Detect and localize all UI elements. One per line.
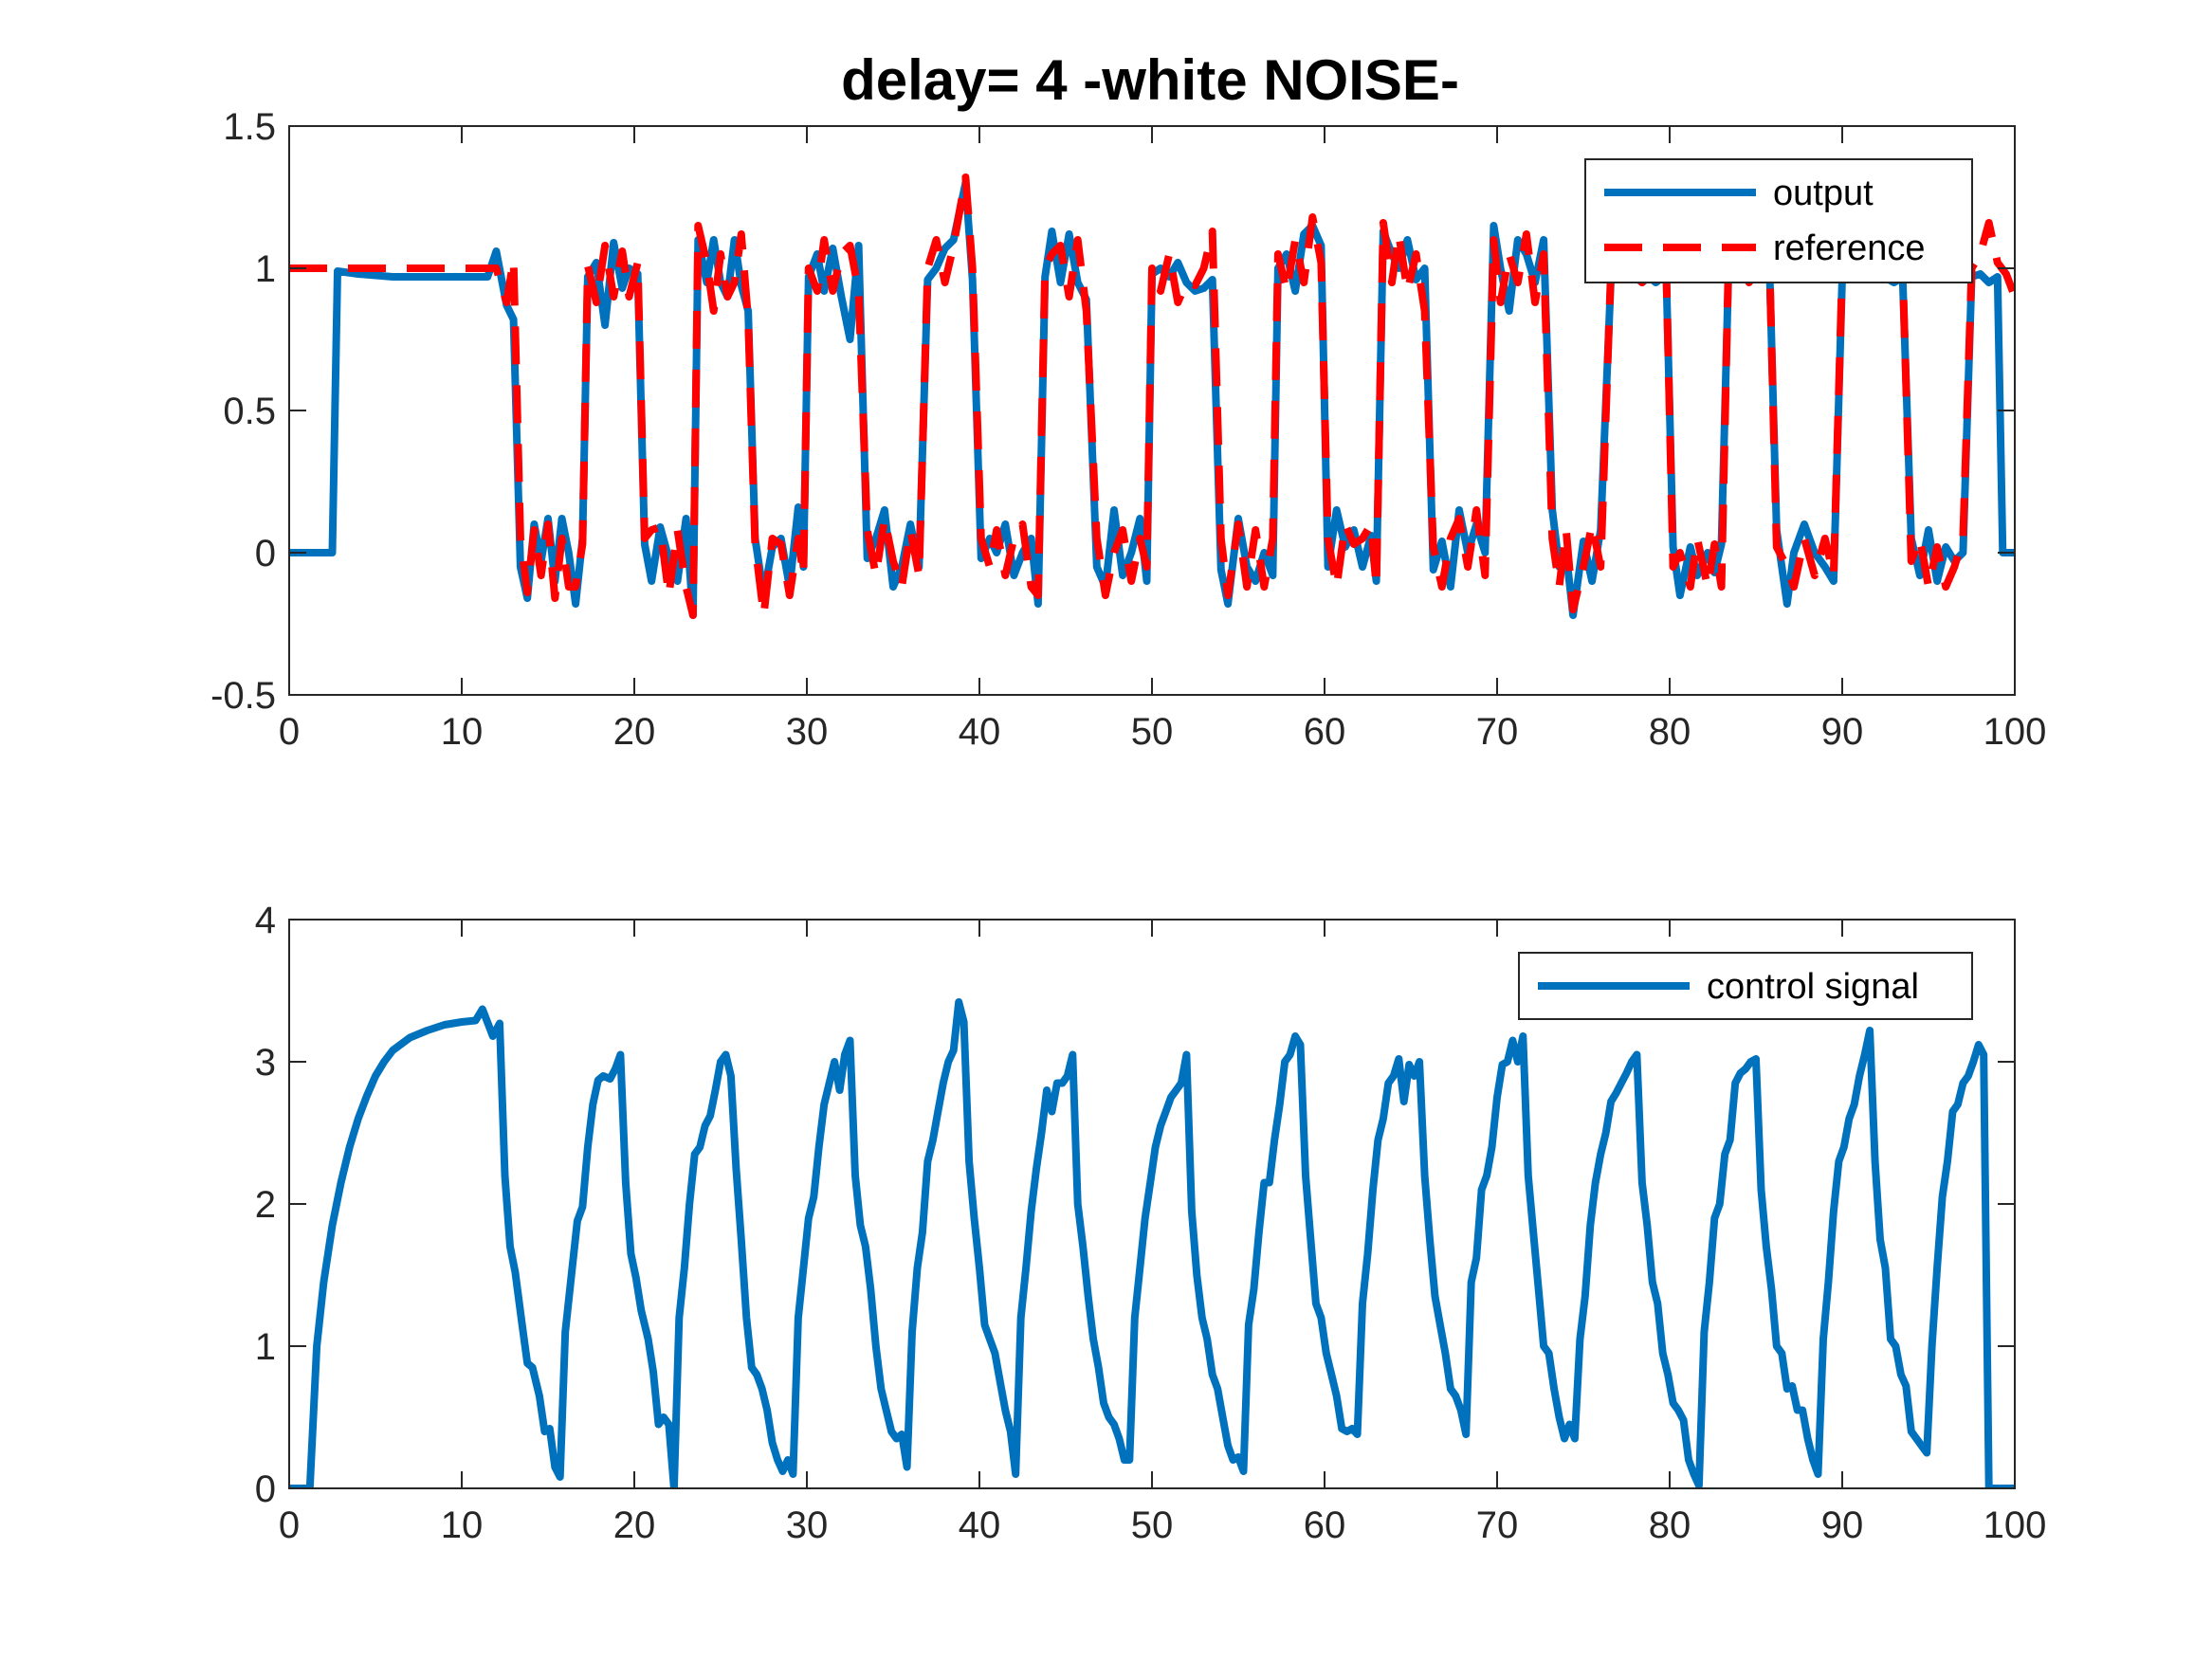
top-xtick-label: 70 — [1476, 711, 1519, 753]
top-series-output-line — [289, 179, 2015, 619]
top-xtick-label: 80 — [1649, 711, 1691, 753]
top-ytick-label: 0.5 — [223, 391, 276, 432]
bottom-legend: control signal — [1518, 952, 1973, 1020]
bottom-tick-labels: 0 10 20 30 40 50 60 70 80 90 100 0 1 2 3 4 — [255, 900, 2047, 1546]
top-ytick-label: 0 — [255, 533, 276, 574]
bot-xtick-label: 80 — [1649, 1504, 1691, 1546]
top-xtick-label: 20 — [613, 711, 656, 753]
top-legend-box — [1584, 158, 1973, 283]
top-xtick-label: 30 — [786, 711, 829, 753]
top-tick-labels: 0 10 20 30 40 50 60 70 80 90 100-0.500.511.5 — [210, 106, 2046, 753]
bot-ytick-label: 1 — [255, 1326, 276, 1368]
top-ytick-label: -0.5 — [210, 675, 276, 717]
chart-title: delay= 4 -white NOISE- — [841, 48, 1459, 112]
bot-ytick-label: 2 — [255, 1184, 276, 1226]
bot-xtick-label: 20 — [613, 1504, 656, 1546]
bottom-subplot: 0 10 20 30 40 50 60 70 80 90 100 0 1 2 3 4 control sign… — [255, 900, 2047, 1546]
bottom-series-group — [289, 998, 2015, 1488]
bot-ytick-label: 0 — [255, 1468, 276, 1510]
bot-series-control-signal-line — [289, 998, 2015, 1488]
top-xtick-label: 90 — [1821, 711, 1864, 753]
top-subplot: delay= 4 -white NOISE- 0 10 20 30 40 50 60 70 80… — [210, 48, 2046, 753]
top-xtick-label: 60 — [1304, 711, 1346, 753]
bot-legend-label-control-signal: control signal — [1707, 967, 1919, 1007]
top-legend: output reference — [1584, 158, 1973, 283]
bot-xtick-label: 40 — [959, 1504, 1001, 1546]
bot-xtick-label: 60 — [1304, 1504, 1346, 1546]
top-xtick-label: 100 — [1983, 711, 2047, 753]
bot-xtick-label: 100 — [1983, 1504, 2047, 1546]
top-legend-label-reference: reference — [1773, 228, 1926, 268]
top-series-reference-line — [289, 173, 2015, 619]
top-ytick-label: 1 — [255, 248, 276, 290]
bot-xtick-label: 50 — [1131, 1504, 1174, 1546]
bottom-axes-frame — [288, 919, 2016, 1489]
bot-xtick-label: 0 — [279, 1504, 300, 1546]
bot-ytick-label: 3 — [255, 1042, 276, 1084]
top-legend-label-output: output — [1773, 173, 1874, 213]
bot-xtick-label: 30 — [786, 1504, 829, 1546]
top-axes-frame — [288, 125, 2016, 696]
top-xtick-label: 0 — [279, 711, 300, 753]
bot-xtick-label: 10 — [441, 1504, 484, 1546]
top-ytick-label: 1.5 — [223, 106, 276, 148]
top-xtick-label: 10 — [441, 711, 484, 753]
top-xtick-label: 40 — [959, 711, 1001, 753]
bot-ytick-label: 4 — [255, 900, 276, 941]
bot-xtick-label: 70 — [1476, 1504, 1519, 1546]
bot-xtick-label: 90 — [1821, 1504, 1864, 1546]
top-series-group — [289, 173, 2015, 619]
top-xtick-label: 50 — [1131, 711, 1174, 753]
